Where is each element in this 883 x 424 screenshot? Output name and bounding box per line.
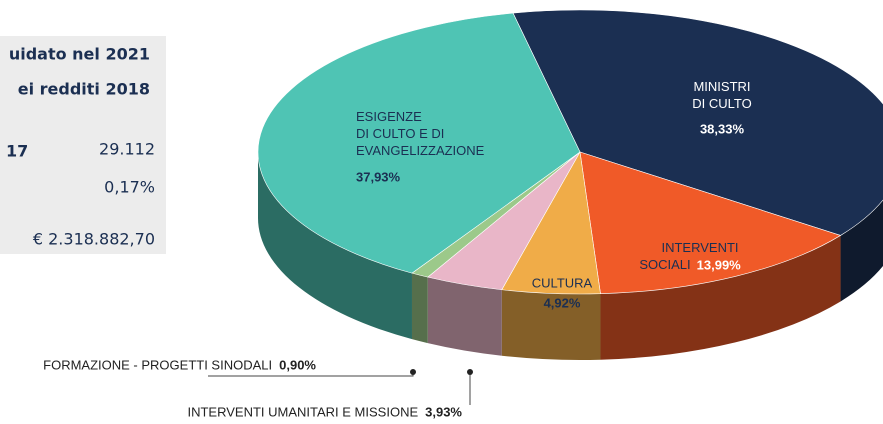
slice-side xyxy=(427,277,502,356)
slice-label: INTERVENTI SOCIALI xyxy=(639,240,738,272)
info-panel xyxy=(0,36,166,254)
slice-label: CULTURA xyxy=(532,275,593,290)
value-label: 0,90% xyxy=(279,357,316,372)
slice-side xyxy=(411,273,428,344)
slice-label: FORMAZIONE - PROGETTI SINODALI xyxy=(43,357,272,372)
leader-dot xyxy=(467,369,473,375)
slice xyxy=(512,9,883,236)
panel-line: uidato nel 2021 xyxy=(9,45,150,64)
panel-label: 17 xyxy=(6,142,28,161)
value-label: 13,99% xyxy=(697,257,742,272)
slice-side xyxy=(501,289,601,360)
slice-label: MINISTRI DI CULTO xyxy=(692,79,751,111)
slice-label: INTERVENTI UMANITARI E MISSIONE xyxy=(187,404,418,419)
slice-side xyxy=(600,235,841,360)
panel-value: € 2.318.882,70 xyxy=(33,230,155,249)
leader-dot xyxy=(410,369,416,375)
slice xyxy=(257,12,581,274)
value-label: 3,93% xyxy=(425,404,462,419)
value-label: 4,92% xyxy=(544,295,581,310)
panel-value: 0,17% xyxy=(104,178,155,197)
leader-line xyxy=(208,372,414,377)
panel-value: 29.112 xyxy=(99,140,155,159)
panel-line: ei redditi 2018 xyxy=(18,80,150,99)
value-label: 38,33% xyxy=(700,121,745,136)
value-label: 37,93% xyxy=(356,169,401,184)
slice-label: ESIGENZE DI CULTO E DI EVANGELIZZAZIONE xyxy=(356,109,485,158)
slice xyxy=(579,151,842,295)
slice-side xyxy=(258,152,412,340)
slice-side xyxy=(840,199,883,302)
